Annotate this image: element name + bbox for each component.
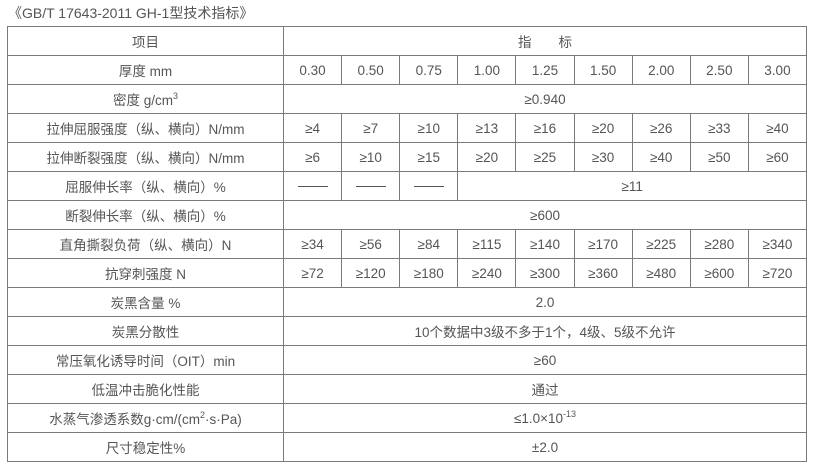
value-cell: ≥26 bbox=[631, 113, 691, 143]
value-cell: ≥280 bbox=[689, 229, 749, 259]
value-cell: 0.50 bbox=[341, 55, 401, 85]
header-spec: 指 标 bbox=[283, 26, 807, 56]
row-label: 尺寸稳定性% bbox=[7, 432, 284, 462]
row-label: 低温冲击脆化性能 bbox=[7, 374, 284, 404]
value-cell: ≥600 bbox=[689, 258, 749, 288]
table-row: 常压氧化诱导时间（OIT）min ≥60 bbox=[7, 345, 807, 375]
value-cell: ≥84 bbox=[399, 229, 459, 259]
value-cell: ≥340 bbox=[747, 229, 808, 259]
value-cell: 1.00 bbox=[457, 55, 517, 85]
table-row: 密度 g/cm3 ≥0.940 bbox=[7, 84, 807, 114]
value-cell: ≥25 bbox=[515, 142, 575, 172]
value-cell: 3.00 bbox=[747, 55, 808, 85]
spec-table: 项目 指 标 厚度 mm 0.30 0.50 0.75 1.00 1.25 1.50 2.00… bbox=[7, 26, 808, 462]
row-label: 厚度 mm bbox=[7, 55, 284, 85]
row-label: 常压氧化诱导时间（OIT）min bbox=[7, 345, 284, 375]
value-cell: ≥40 bbox=[747, 113, 808, 143]
row-label: 断裂伸长率（纵、横向）% bbox=[7, 200, 284, 230]
table-row: 断裂伸长率（纵、横向）% ≥600 bbox=[7, 200, 807, 230]
value-cell: ≥40 bbox=[631, 142, 691, 172]
header-row: 项目 指 标 bbox=[7, 26, 807, 56]
table-row: 炭黑分散性 10个数据中3级不多于1个，4级、5级不允许 bbox=[7, 316, 807, 346]
value-cell: ≥60 bbox=[747, 142, 808, 172]
value-cell: ≥50 bbox=[689, 142, 749, 172]
value-cell: ≥13 bbox=[457, 113, 517, 143]
value-cell: ≥480 bbox=[631, 258, 691, 288]
value-cell: ≥115 bbox=[457, 229, 517, 259]
value-cell: 1.50 bbox=[573, 55, 633, 85]
dash-cell bbox=[399, 171, 459, 201]
table-row: 拉伸屈服强度（纵、横向）N/mm ≥4 ≥7 ≥10 ≥13 ≥16 ≥20 ≥26 ≥33 ≥4… bbox=[7, 113, 808, 143]
value-cell: ≥20 bbox=[573, 113, 633, 143]
value-cell: ≥33 bbox=[689, 113, 749, 143]
header-item: 项目 bbox=[7, 26, 284, 56]
row-value: 2.0 bbox=[283, 287, 807, 317]
row-label: 拉伸断裂强度（纵、横向）N/mm bbox=[7, 142, 284, 172]
value-cell: ≥225 bbox=[631, 229, 691, 259]
row-value: ≤1.0×10-13 bbox=[283, 403, 807, 433]
value-cell: 0.75 bbox=[399, 55, 459, 85]
table-row: 水蒸气渗透系数g·cm/(cm2·s·Pa) ≤1.0×10-13 bbox=[7, 403, 807, 433]
value-cell: ≥16 bbox=[515, 113, 575, 143]
value-cell: ≥140 bbox=[515, 229, 575, 259]
row-value: ≥600 bbox=[283, 200, 807, 230]
value-cell: ≥34 bbox=[282, 229, 343, 259]
value-cell: 2.00 bbox=[631, 55, 691, 85]
dash-cell bbox=[341, 171, 401, 201]
row-value: 通过 bbox=[283, 374, 807, 404]
value-cell: ≥4 bbox=[282, 113, 343, 143]
row-value: ≥60 bbox=[283, 345, 807, 375]
row-label: 拉伸屈服强度（纵、横向）N/mm bbox=[7, 113, 284, 143]
value-cell: 0.30 bbox=[282, 55, 343, 85]
row-label: 密度 g/cm3 bbox=[7, 84, 284, 114]
row-value: ≥11 bbox=[457, 171, 807, 201]
value-cell: ≥30 bbox=[573, 142, 633, 172]
row-label: 炭黑含量 % bbox=[7, 287, 284, 317]
value-cell: ≥240 bbox=[457, 258, 517, 288]
table-row: 直角撕裂负荷（纵、横向）N ≥34 ≥56 ≥84 ≥115 ≥140 ≥170 ≥225 ≥2… bbox=[7, 229, 808, 259]
row-label: 炭黑分散性 bbox=[7, 316, 284, 346]
table-row: 拉伸断裂强度（纵、横向）N/mm ≥6 ≥10 ≥15 ≥20 ≥25 ≥30 ≥40 ≥50 ≥… bbox=[7, 142, 808, 172]
value-cell: ≥6 bbox=[282, 142, 343, 172]
value-cell: ≥72 bbox=[282, 258, 343, 288]
table-row: 抗穿刺强度 N ≥72 ≥120 ≥180 ≥240 ≥300 ≥360 ≥480 ≥600 ≥7… bbox=[7, 258, 808, 288]
value-cell: ≥170 bbox=[573, 229, 633, 259]
value-cell: ≥7 bbox=[341, 113, 401, 143]
value-cell: ≥15 bbox=[399, 142, 459, 172]
row-label: 抗穿刺强度 N bbox=[7, 258, 284, 288]
value-cell: ≥10 bbox=[399, 113, 459, 143]
row-value: 10个数据中3级不多于1个，4级、5级不允许 bbox=[283, 316, 807, 346]
row-value: ±2.0 bbox=[283, 432, 807, 462]
row-label: 屈服伸长率（纵、横向）% bbox=[7, 171, 284, 201]
value-cell: 2.50 bbox=[689, 55, 749, 85]
value-cell: ≥10 bbox=[341, 142, 401, 172]
value-cell: ≥120 bbox=[341, 258, 401, 288]
value-cell: ≥360 bbox=[573, 258, 633, 288]
row-label: 水蒸气渗透系数g·cm/(cm2·s·Pa) bbox=[7, 403, 284, 433]
value-cell: ≥56 bbox=[341, 229, 401, 259]
dash-cell bbox=[282, 171, 343, 201]
table-row: 尺寸稳定性% ±2.0 bbox=[7, 432, 807, 462]
table-row: 炭黑含量 % 2.0 bbox=[7, 287, 807, 317]
value-cell: ≥720 bbox=[747, 258, 808, 288]
value-cell: 1.25 bbox=[515, 55, 575, 85]
row-label: 直角撕裂负荷（纵、横向）N bbox=[7, 229, 284, 259]
value-cell: ≥300 bbox=[515, 258, 575, 288]
row-value: ≥0.940 bbox=[283, 84, 807, 114]
value-cell: ≥20 bbox=[457, 142, 517, 172]
table-row: 低温冲击脆化性能 通过 bbox=[7, 374, 807, 404]
table-row: 厚度 mm 0.30 0.50 0.75 1.00 1.25 1.50 2.00 2.50 3.0… bbox=[7, 55, 808, 85]
value-cell: ≥180 bbox=[399, 258, 459, 288]
table-title: 《GB/T 17643-2011 GH-1型技术指标》 bbox=[8, 5, 254, 21]
table-row: 屈服伸长率（纵、横向）% ≥11 bbox=[7, 171, 807, 201]
